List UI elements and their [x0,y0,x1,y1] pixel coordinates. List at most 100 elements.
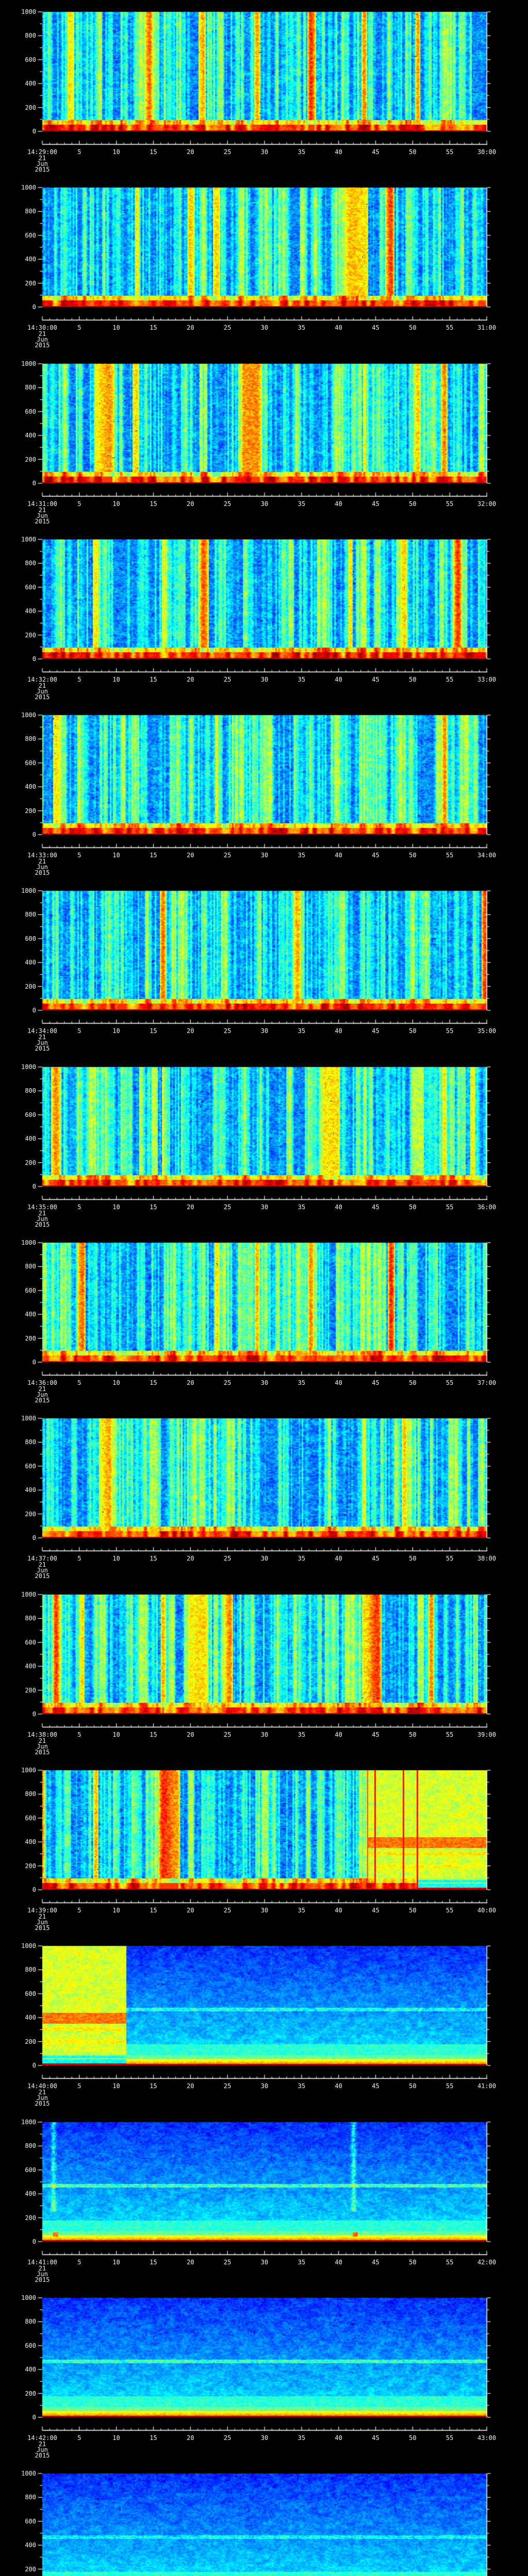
x-tick-label: 10 [112,2259,120,2266]
y-tick-label: 800 [25,2142,36,2150]
start-time-label: 14:34:00 [27,1027,57,1035]
y-tick-label: 0 [32,303,36,311]
x-tick-label: 25 [223,2259,232,2266]
spectrogram-image [0,1758,528,1935]
x-tick-label: 25 [223,1379,232,1386]
date-line: 21 [38,1210,46,1217]
x-tick-label: 10 [112,148,120,156]
date-line: Jun [37,1215,48,1223]
x-tick-label: 10 [112,1204,120,1211]
x-tick-label: 40 [335,2434,342,2442]
x-tick-label: 15 [150,1907,157,1914]
end-time-label: 34:00 [477,852,497,859]
y-tick-label: 0 [32,1710,36,1718]
x-tick-label: 5 [77,1379,81,1386]
x-tick-label: 35 [298,148,306,156]
end-time-label: 31:00 [477,324,497,331]
x-tick-label: 20 [187,676,194,683]
y-tick-label: 400 [25,959,36,967]
x-tick-label: 45 [372,1027,380,1035]
x-tick-label: 15 [150,324,157,331]
x-tick-label: 30 [260,1027,269,1035]
y-tick-label: 800 [25,560,36,567]
x-tick-label: 20 [187,2082,194,2090]
x-tick-label: 5 [77,1204,81,1211]
y-tick-label: 1000 [21,8,36,15]
x-tick-label: 35 [298,676,306,683]
x-tick-label: 5 [77,1731,81,1738]
x-tick-label: 30 [260,1907,269,1914]
date-line: Jun [37,863,48,871]
y-tick-label: 800 [25,2318,36,2326]
x-tick-label: 30 [260,676,269,683]
y-tick-label: 200 [25,455,36,463]
spectrogram-panel: Frequency (Hz)10008006004002000510152025… [0,0,528,176]
x-tick-label: 55 [446,1555,454,1562]
date-line: 2015 [35,2100,50,2107]
x-tick-label: 45 [372,1379,380,1386]
x-tick-label: 50 [409,676,417,683]
y-tick-label: 0 [32,2414,36,2421]
x-tick-label: 40 [335,1379,342,1386]
y-tick-label: 600 [25,1990,36,1997]
end-time-label: 38:00 [477,1555,497,1562]
x-tick-label: 40 [335,500,342,507]
x-tick-label: 55 [446,500,454,507]
y-tick-label: 800 [25,1087,36,1095]
date-line: Jun [37,1743,48,1750]
spectrogram-image [0,0,528,176]
y-tick-label: 1000 [21,1767,36,1774]
date-line: Jun [37,1391,48,1398]
x-tick-label: 50 [409,1907,417,1914]
start-time-label: 14:29:00 [27,148,57,156]
y-tick-label: 0 [32,1007,36,1014]
x-tick-label: 35 [298,2434,306,2442]
y-tick-label: 200 [25,1334,36,1342]
y-tick-label: 600 [25,1814,36,1822]
date-line: 21 [38,1561,46,1568]
x-tick-label: 50 [409,2259,417,2266]
date-line: 21 [38,1385,46,1393]
x-tick-label: 25 [223,1731,232,1738]
x-tick-label: 35 [298,324,306,331]
x-tick-label: 35 [298,1204,306,1211]
x-tick-label: 35 [298,1907,306,1914]
y-tick-label: 0 [32,831,36,838]
x-tick-label: 10 [112,1731,120,1738]
y-tick-label: 800 [25,2494,36,2501]
y-tick-label: 0 [32,128,36,135]
x-tick-label: 25 [223,1907,232,1914]
x-tick-label: 50 [409,1204,417,1211]
x-tick-label: 20 [187,2434,194,2442]
y-tick-label: 800 [25,1438,36,1446]
x-tick-label: 5 [77,1555,81,1562]
date-line: Jun [37,2094,48,2102]
date-line: 2015 [35,342,50,349]
y-tick-label: 400 [25,1486,36,1494]
date-line: Jun [37,512,48,519]
x-tick-label: 5 [77,2082,81,2090]
date-line: 2015 [35,1572,50,1580]
x-tick-label: 40 [335,852,342,859]
x-tick-label: 45 [372,1555,380,1562]
x-tick-label: 10 [112,500,120,507]
y-tick-label: 0 [32,1359,36,1366]
y-tick-label: 200 [25,1686,36,1694]
y-tick-label: 1000 [21,1063,36,1071]
spectrogram-image [0,1583,528,1759]
x-tick-label: 20 [187,1204,194,1211]
date-line: 21 [38,1033,46,1041]
x-tick-label: 50 [409,2434,417,2442]
x-tick-label: 40 [335,1204,342,1211]
spectrogram-image [0,703,528,879]
y-tick-label: 600 [25,2166,36,2174]
x-tick-label: 30 [260,2434,269,2442]
date-line: Jun [37,1919,48,1926]
x-tick-label: 25 [223,500,232,507]
start-time-label: 14:32:00 [27,676,57,683]
y-tick-label: 0 [32,2062,36,2069]
x-tick-label: 45 [372,1731,380,1738]
x-tick-label: 10 [112,1907,120,1914]
x-tick-label: 55 [446,2082,454,2090]
